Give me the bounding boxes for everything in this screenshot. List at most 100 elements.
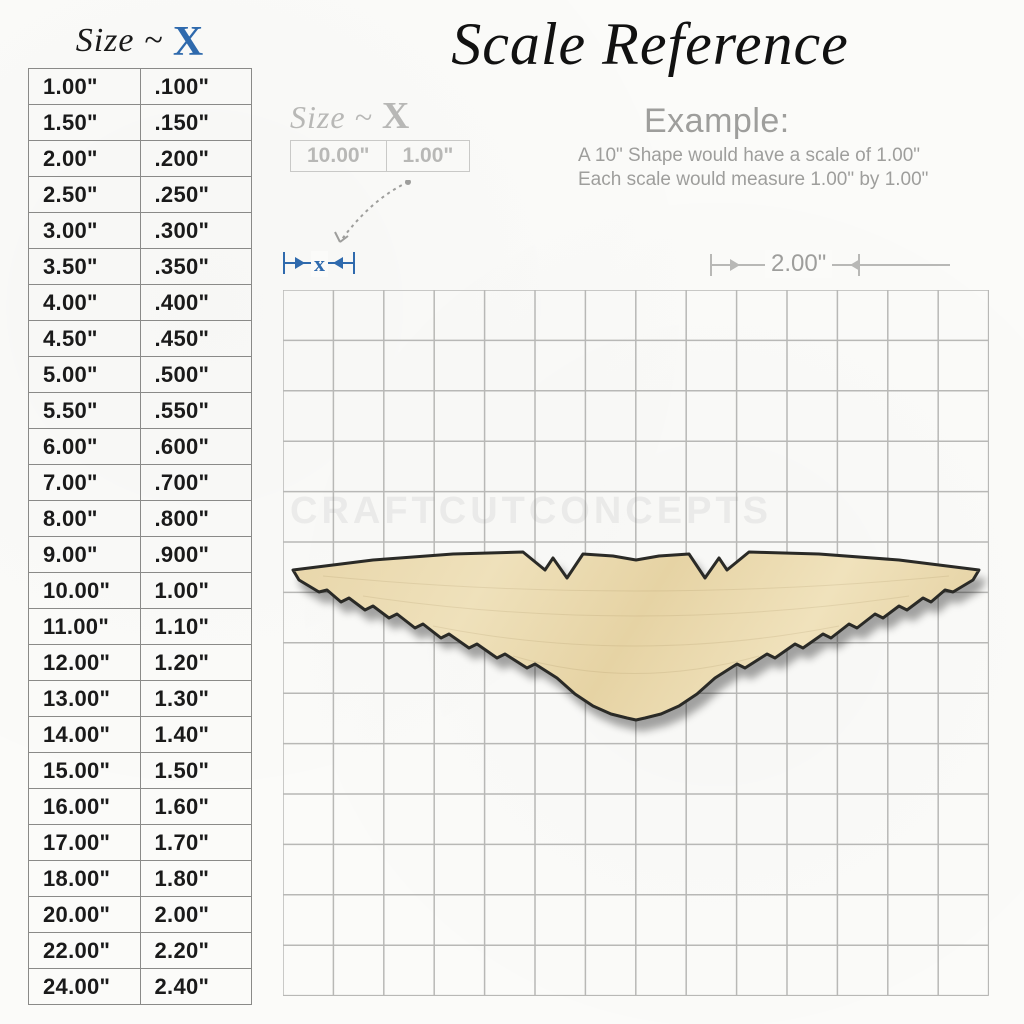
size-cell: 16.00" xyxy=(29,789,141,825)
example-line2: Each scale would measure 1.00" by 1.00" xyxy=(578,168,928,192)
scale-table: 1.00".100"1.50".150"2.00".200"2.50".250"… xyxy=(28,68,252,1005)
scale-cell: 1.80" xyxy=(140,861,252,897)
table-row: 9.00".900" xyxy=(29,537,252,573)
size-cell: 15.00" xyxy=(29,753,141,789)
size-cell: 2.50" xyxy=(29,177,141,213)
two-inch-dimension-marker: 2.00" xyxy=(710,248,950,284)
table-row: 10.00"1.00" xyxy=(29,573,252,609)
size-cell: 5.50" xyxy=(29,393,141,429)
x-dimension-marker: x xyxy=(283,246,383,282)
table-row: 1.00".100" xyxy=(29,69,252,105)
table-row: 3.00".300" xyxy=(29,213,252,249)
table-row: 2.50".250" xyxy=(29,177,252,213)
example-block: Size ~ X 10.00" 1.00" Example: A 10" Sha… xyxy=(290,94,1000,172)
table-row: 16.00"1.60" xyxy=(29,789,252,825)
scale-cell: .450" xyxy=(140,321,252,357)
size-cell: 3.50" xyxy=(29,249,141,285)
size-cell: 1.00" xyxy=(29,69,141,105)
mini-table: 10.00" 1.00" xyxy=(290,140,470,172)
example-line1: A 10" Shape would have a scale of 1.00" xyxy=(578,144,928,168)
mini-header-prefix: Size ~ xyxy=(290,99,382,135)
size-cell: 10.00" xyxy=(29,573,141,609)
scale-cell: .200" xyxy=(140,141,252,177)
table-row: 2.00".200" xyxy=(29,141,252,177)
size-cell: 2.00" xyxy=(29,141,141,177)
table-row: 17.00"1.70" xyxy=(29,825,252,861)
table-row: 5.50".550" xyxy=(29,393,252,429)
table-row: 14.00"1.40" xyxy=(29,717,252,753)
table-row: 1.50".150" xyxy=(29,105,252,141)
size-cell: 1.50" xyxy=(29,105,141,141)
scale-cell: 2.40" xyxy=(140,969,252,1005)
example-text: A 10" Shape would have a scale of 1.00" … xyxy=(578,144,928,192)
size-cell: 5.00" xyxy=(29,357,141,393)
scale-cell: .550" xyxy=(140,393,252,429)
watermark-text: CRAFTCUTCONCEPTS xyxy=(290,490,772,533)
scale-cell: .250" xyxy=(140,177,252,213)
size-cell: 4.50" xyxy=(29,321,141,357)
size-cell: 3.00" xyxy=(29,213,141,249)
size-cell: 24.00" xyxy=(29,969,141,1005)
size-cell: 17.00" xyxy=(29,825,141,861)
scale-cell: 2.20" xyxy=(140,933,252,969)
scale-cell: 1.50" xyxy=(140,753,252,789)
table-row: 3.50".350" xyxy=(29,249,252,285)
table-row: 15.00"1.50" xyxy=(29,753,252,789)
scale-cell: .900" xyxy=(140,537,252,573)
size-cell: 20.00" xyxy=(29,897,141,933)
table-row: 18.00"1.80" xyxy=(29,861,252,897)
table-row: 22.00"2.20" xyxy=(29,933,252,969)
scale-cell: .800" xyxy=(140,501,252,537)
scale-cell: 1.00" xyxy=(140,573,252,609)
size-cell: 8.00" xyxy=(29,501,141,537)
page-title: Scale Reference xyxy=(300,10,1000,79)
scale-cell: 1.30" xyxy=(140,681,252,717)
table-row: 11.00"1.10" xyxy=(29,609,252,645)
sidebar-header: Size ~ X xyxy=(28,18,252,68)
table-row: 4.50".450" xyxy=(29,321,252,357)
table-row: 12.00"1.20" xyxy=(29,645,252,681)
scale-cell: .400" xyxy=(140,285,252,321)
table-row: 4.00".400" xyxy=(29,285,252,321)
scale-cell: 1.40" xyxy=(140,717,252,753)
example-title: Example: xyxy=(644,102,790,141)
scale-cell: 2.00" xyxy=(140,897,252,933)
scale-cell: .300" xyxy=(140,213,252,249)
size-cell: 4.00" xyxy=(29,285,141,321)
size-cell: 9.00" xyxy=(29,537,141,573)
scale-cell: 1.10" xyxy=(140,609,252,645)
size-cell: 14.00" xyxy=(29,717,141,753)
dim2-label: 2.00" xyxy=(765,250,832,278)
scale-cell: .150" xyxy=(140,105,252,141)
mini-cell-size: 10.00" xyxy=(291,141,387,172)
table-row: 6.00".600" xyxy=(29,429,252,465)
table-row: 7.00".700" xyxy=(29,465,252,501)
scale-cell: .500" xyxy=(140,357,252,393)
sample-shape-wings xyxy=(283,546,989,751)
scale-table-sidebar: Size ~ X 1.00".100"1.50".150"2.00".200"2… xyxy=(28,18,252,1005)
scale-cell: 1.60" xyxy=(140,789,252,825)
scale-cell: .100" xyxy=(140,69,252,105)
size-cell: 13.00" xyxy=(29,681,141,717)
size-cell: 12.00" xyxy=(29,645,141,681)
scale-cell: .350" xyxy=(140,249,252,285)
scale-cell: .600" xyxy=(140,429,252,465)
mini-header-x: X xyxy=(382,95,410,137)
sidebar-header-prefix: Size ~ xyxy=(76,22,173,59)
table-row: 24.00"2.40" xyxy=(29,969,252,1005)
size-cell: 7.00" xyxy=(29,465,141,501)
table-row: 8.00".800" xyxy=(29,501,252,537)
x-marker-label: x xyxy=(311,251,328,277)
table-row: 5.00".500" xyxy=(29,357,252,393)
size-cell: 11.00" xyxy=(29,609,141,645)
table-row: 13.00"1.30" xyxy=(29,681,252,717)
size-cell: 18.00" xyxy=(29,861,141,897)
scale-cell: .700" xyxy=(140,465,252,501)
scale-cell: 1.70" xyxy=(140,825,252,861)
size-cell: 22.00" xyxy=(29,933,141,969)
mini-cell-scale: 1.00" xyxy=(386,141,470,172)
sidebar-header-x: X xyxy=(173,19,204,65)
size-cell: 6.00" xyxy=(29,429,141,465)
table-row: 20.00"2.00" xyxy=(29,897,252,933)
scale-cell: 1.20" xyxy=(140,645,252,681)
